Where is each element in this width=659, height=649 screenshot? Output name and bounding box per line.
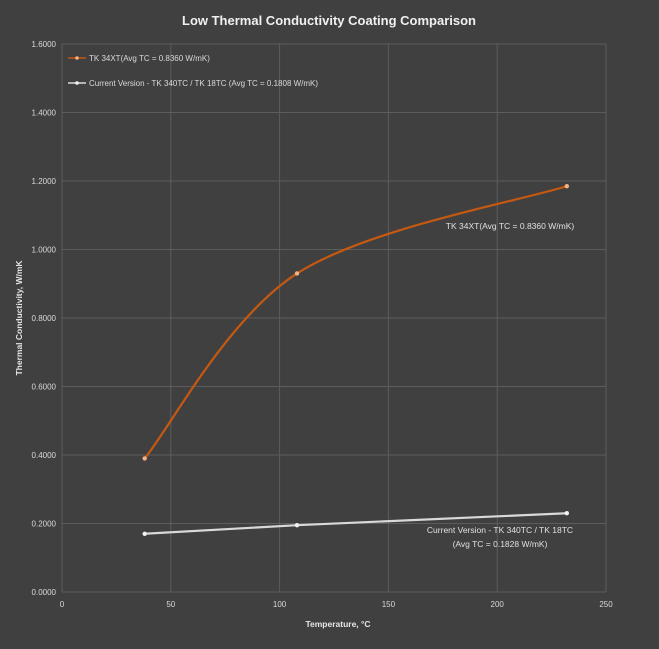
x-tick-label: 250 [599, 600, 613, 609]
x-tick-label: 50 [166, 600, 175, 609]
gridlines [61, 43, 607, 593]
y-tick-label: 0.4000 [32, 451, 57, 460]
series-annotation: Current Version - TK 340TC / TK 18TC [427, 525, 573, 535]
chart-title: Low Thermal Conductivity Coating Compari… [182, 13, 476, 28]
series-annotation: TK 34XT(Avg TC = 0.8360 W/mK) [446, 221, 575, 231]
legend-entry: Current Version - TK 340TC / TK 18TC (Av… [89, 79, 318, 88]
data-point [142, 456, 147, 461]
legend-marker [75, 56, 79, 60]
x-axis-title: Temperature, °C [305, 619, 370, 629]
data-point [294, 271, 300, 276]
y-tick-label: 1.6000 [32, 40, 57, 49]
data-point [142, 531, 147, 536]
data-point [294, 523, 300, 528]
tick-labels: 0.0000 0.2000 0.4000 0.6000 0.8000 1.0000 1.20… [32, 40, 614, 609]
series-annotation: (Avg TC = 0.1828 W/mK) [453, 539, 548, 549]
data-point [564, 183, 570, 189]
y-tick-label: 0.6000 [32, 383, 57, 392]
series-lines [142, 183, 570, 536]
x-tick-label: 0 [60, 600, 65, 609]
y-tick-label: 0.8000 [32, 314, 57, 323]
legend: TK 34XT(Avg TC = 0.8360 W/mK) Current Ver… [68, 54, 318, 88]
y-tick-label: 1.0000 [32, 246, 57, 255]
y-tick-label: 1.2000 [32, 177, 57, 186]
annotations: TK 34XT(Avg TC = 0.8360 W/mK) Current Ver… [427, 221, 574, 549]
y-tick-label: 0.2000 [32, 520, 57, 529]
x-tick-label: 100 [273, 600, 287, 609]
legend-marker [75, 81, 79, 85]
y-tick-label: 0.0000 [32, 588, 57, 597]
y-axis-title: Thermal Conductivity, W/mK [14, 260, 24, 376]
y-tick-label: 1.4000 [32, 109, 57, 118]
x-tick-label: 150 [382, 600, 396, 609]
legend-entry: TK 34XT(Avg TC = 0.8360 W/mK) [89, 54, 210, 63]
data-point [564, 511, 570, 516]
x-tick-label: 200 [491, 600, 505, 609]
